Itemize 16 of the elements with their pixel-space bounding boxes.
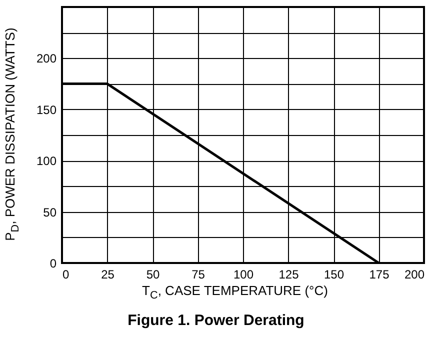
x-tick-label: 125 (278, 268, 300, 282)
x-tick-label: 50 (146, 268, 160, 282)
x-tick-label: 100 (233, 268, 254, 282)
y-tick-label: 100 (36, 154, 57, 168)
text: Figure 1. Power Derating (126, 312, 306, 329)
x-tick-label: 200 (404, 268, 425, 282)
y-tick-label: 150 (36, 102, 57, 117)
x-tick-label: 175 (369, 268, 390, 282)
y-tick-label: 50 (43, 205, 57, 220)
y-tick-label: 0 (50, 256, 57, 270)
x-tick-label: 25 (101, 268, 115, 282)
x-tick-label: 0 (62, 268, 70, 282)
x-tick-label: 75 (192, 268, 206, 282)
x-axis-title: T$_{C}$, CASE TEMPERATURE (°C) (141, 283, 329, 302)
y-tick-label: 200 (36, 52, 57, 66)
x-tick-label: 150 (324, 268, 344, 282)
